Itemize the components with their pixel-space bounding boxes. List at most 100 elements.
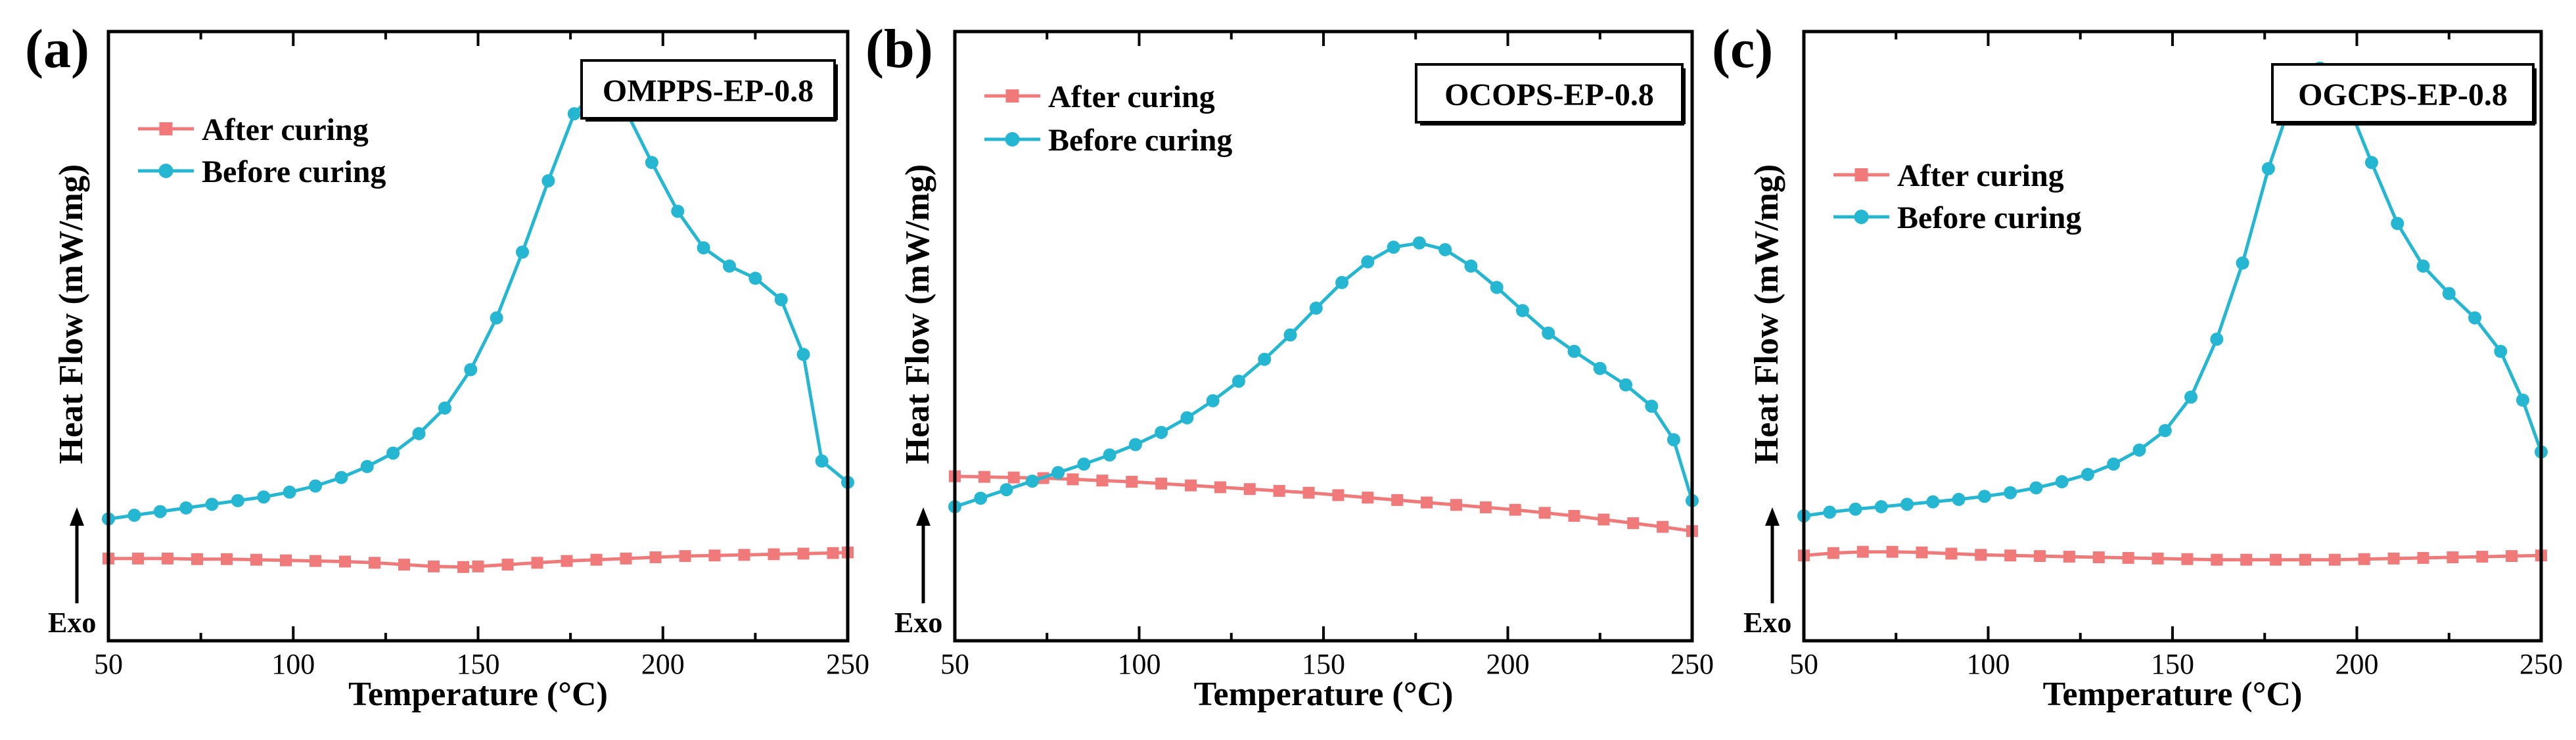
- data-point-circle: [1258, 352, 1272, 366]
- data-point-circle: [2055, 475, 2069, 489]
- data-point-circle: [697, 241, 710, 255]
- data-point-circle: [2391, 217, 2404, 231]
- legend-item-before-curing: Before curing: [1833, 200, 2081, 235]
- data-point-square: [2476, 551, 2489, 563]
- data-point-square: [1067, 473, 1079, 486]
- data-point-square: [1479, 501, 1492, 513]
- data-point-square: [1627, 517, 1640, 530]
- x-tick-label: 50: [94, 648, 123, 680]
- data-point-circle: [1231, 375, 1245, 388]
- data-point-square: [1185, 479, 1197, 492]
- data-point-square: [1975, 549, 1987, 561]
- sample-label: OCOPS-EP-0.8: [1444, 78, 1654, 112]
- data-point-square: [191, 553, 203, 565]
- data-point-circle: [438, 401, 451, 415]
- data-point-square: [2063, 551, 2075, 563]
- exo-label: Exo: [48, 607, 96, 639]
- data-point-circle: [516, 245, 529, 259]
- data-point-circle: [1823, 505, 1837, 519]
- data-point-circle: [2442, 287, 2456, 300]
- legend-label: After curing: [1897, 158, 2064, 193]
- data-point-square: [1391, 494, 1404, 506]
- legend-label: After curing: [1048, 80, 1215, 114]
- data-point-square: [2299, 553, 2311, 566]
- series-before-curing: [948, 236, 1699, 514]
- data-point-circle: [645, 156, 658, 170]
- data-point-circle: [1977, 490, 1991, 503]
- data-point-square: [428, 560, 440, 572]
- data-point-circle: [1542, 326, 1555, 340]
- data-point-square: [2417, 551, 2429, 564]
- legend-item-before-curing: Before curing: [984, 123, 1232, 158]
- data-point-square: [2004, 549, 2017, 562]
- legend: After curing Before curing: [138, 112, 386, 189]
- data-point-circle: [1335, 275, 1349, 289]
- panel-letter: (b): [865, 18, 933, 80]
- data-point-square: [472, 560, 484, 572]
- data-point-circle: [567, 107, 581, 121]
- data-point-square: [1945, 547, 1958, 560]
- exo-label: Exo: [894, 607, 942, 639]
- data-point-circle: [2132, 443, 2146, 457]
- data-point-circle: [283, 485, 296, 499]
- series-line: [1803, 550, 2542, 562]
- data-point-circle: [2516, 393, 2529, 407]
- data-point-square: [1421, 496, 1433, 509]
- data-point-square: [501, 559, 514, 571]
- data-point-circle: [796, 348, 810, 361]
- x-axis-title: Temperature (°C): [348, 676, 608, 713]
- x-tick-label: 200: [1486, 648, 1530, 680]
- data-point-square: [2506, 550, 2518, 563]
- data-point-square: [1827, 547, 1839, 559]
- data-point-circle: [1051, 466, 1065, 480]
- data-point-circle: [205, 497, 219, 511]
- data-point-circle: [1464, 259, 1478, 273]
- data-point-circle: [2184, 390, 2198, 404]
- data-point-circle: [2081, 467, 2094, 481]
- data-point-square: [2151, 552, 2164, 565]
- data-point-circle: [334, 471, 348, 484]
- data-point-circle: [2494, 344, 2508, 358]
- data-point-circle: [1103, 448, 1116, 462]
- legend-label: Before curing: [1897, 200, 2081, 235]
- data-point-circle: [257, 490, 271, 504]
- data-point-square: [1916, 546, 1928, 559]
- data-point-circle: [2236, 256, 2249, 270]
- data-point-square: [2270, 553, 2282, 566]
- series-after-curing: [949, 470, 1698, 538]
- series-line: [108, 84, 849, 521]
- data-point-square: [2358, 553, 2370, 565]
- data-point-circle: [360, 459, 374, 473]
- data-point-square: [221, 553, 233, 565]
- exo-label: Exo: [1743, 607, 1791, 639]
- legend-marker-square: [1005, 89, 1019, 103]
- x-tick-label: 150: [2151, 648, 2194, 680]
- data-point-circle: [1180, 411, 1194, 425]
- data-point-square: [1657, 520, 1669, 533]
- data-point-circle: [815, 454, 829, 468]
- data-point-square: [1598, 513, 1610, 526]
- data-point-square: [1856, 545, 1869, 558]
- data-point-circle: [1667, 433, 1680, 447]
- data-point-square: [1538, 507, 1551, 519]
- data-point-square: [1332, 489, 1345, 501]
- data-point-square: [2240, 553, 2253, 566]
- data-point-square: [2034, 550, 2046, 563]
- legend-item-before-curing: Before curing: [138, 154, 386, 189]
- data-point-square: [2447, 551, 2459, 564]
- data-point-square: [2211, 553, 2223, 566]
- data-point-square: [827, 547, 839, 559]
- legend: After curing Before curing: [1833, 158, 2081, 235]
- sample-label-box: [1415, 63, 1684, 124]
- data-point-square: [768, 548, 780, 561]
- data-point-circle: [723, 259, 736, 273]
- y-axis-title: Heat Flow (mW/mg): [1748, 164, 1785, 464]
- data-point-circle: [153, 505, 167, 519]
- x-tick-label: 100: [271, 648, 315, 680]
- data-point-square: [1273, 484, 1285, 497]
- data-point-square: [531, 557, 543, 569]
- data-point-circle: [1619, 378, 1633, 392]
- data-point-circle: [1926, 495, 1940, 509]
- data-point-circle: [1025, 474, 1039, 488]
